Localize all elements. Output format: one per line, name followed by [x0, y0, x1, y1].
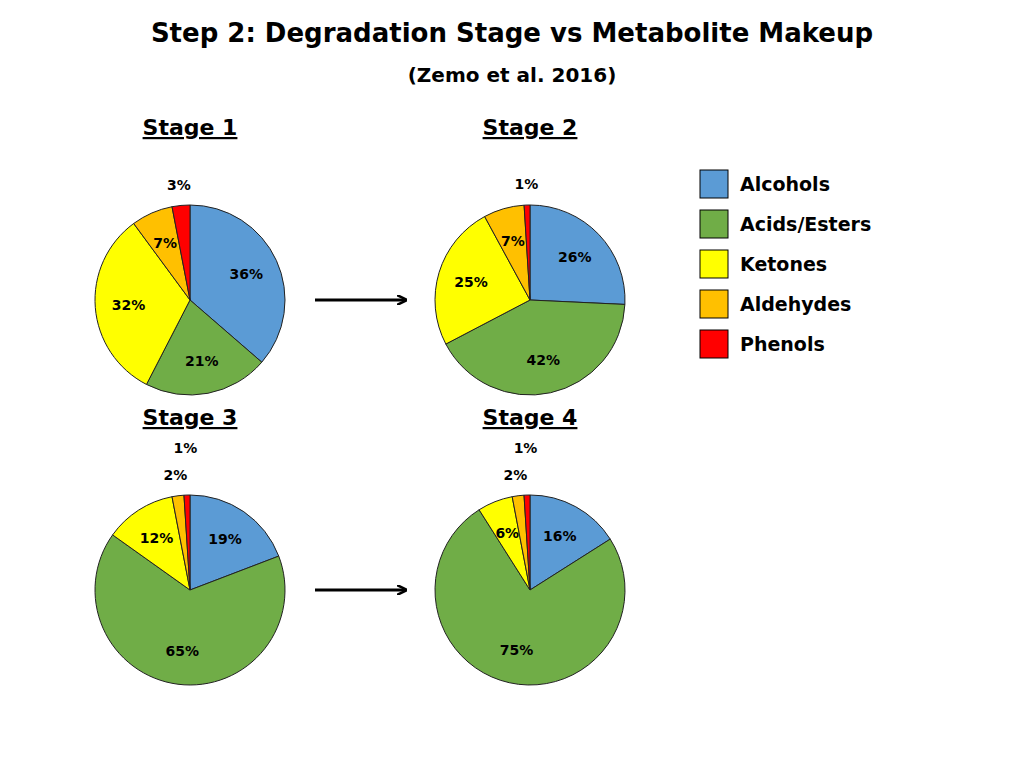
data-label: 3% — [167, 177, 191, 193]
data-label: 19% — [208, 531, 242, 547]
data-label: 1% — [174, 440, 198, 456]
legend-label: Phenols — [740, 333, 825, 355]
legend: Alcohols Acids/Esters Ketones Aldehydes Phen… — [700, 170, 871, 358]
pie — [435, 495, 625, 685]
data-label: 2% — [504, 467, 528, 483]
pie-slice — [530, 205, 625, 304]
pie-title: Stage 2 — [483, 115, 578, 140]
arrow — [315, 589, 405, 592]
pie-slice — [524, 205, 530, 300]
pie — [95, 205, 285, 395]
data-label: 65% — [165, 643, 199, 659]
data-label: 6% — [495, 525, 519, 541]
pie-slice — [172, 205, 190, 300]
data-label: 21% — [185, 353, 219, 369]
pie-slice — [172, 495, 190, 590]
legend-label: Acids/Esters — [740, 213, 871, 235]
pie-slice — [485, 205, 530, 300]
pie-slice — [524, 495, 530, 590]
legend-swatch — [700, 170, 728, 198]
data-label: 32% — [112, 297, 146, 313]
legend-label: Alcohols — [740, 173, 830, 195]
pie-title: Stage 1 — [143, 115, 238, 140]
data-label: 25% — [454, 274, 488, 290]
arrow — [315, 299, 405, 302]
legend-swatch — [700, 290, 728, 318]
pie-slice — [512, 495, 530, 590]
data-label: 36% — [229, 266, 263, 282]
legend-swatch — [700, 250, 728, 278]
pie — [435, 205, 625, 395]
data-label: 2% — [163, 467, 187, 483]
pie-title: Stage 3 — [143, 405, 238, 430]
legend-swatch — [700, 330, 728, 358]
title: Step 2: Degradation Stage vs Metabolite … — [151, 18, 873, 48]
legend-label: Ketones — [740, 253, 827, 275]
pie-title: Stage 4 — [483, 405, 578, 430]
legend-label: Aldehydes — [740, 293, 851, 315]
data-label: 75% — [500, 642, 534, 658]
pie-slice — [95, 223, 190, 384]
data-label: 1% — [515, 176, 539, 192]
data-label: 1% — [514, 440, 538, 456]
data-label: 7% — [153, 235, 177, 251]
subtitle: (Zemo et al. 2016) — [408, 63, 617, 87]
data-label: 42% — [527, 352, 561, 368]
legend-swatch — [700, 210, 728, 238]
pie-slice — [435, 217, 530, 345]
pie-slice — [184, 495, 190, 590]
data-label: 16% — [543, 528, 577, 544]
data-label: 12% — [140, 530, 174, 546]
data-label: 7% — [501, 233, 525, 249]
data-label: 26% — [558, 249, 592, 265]
pie — [95, 495, 285, 685]
background — [0, 0, 1024, 768]
chart: Step 2: Degradation Stage vs Metabolite … — [0, 0, 1024, 768]
